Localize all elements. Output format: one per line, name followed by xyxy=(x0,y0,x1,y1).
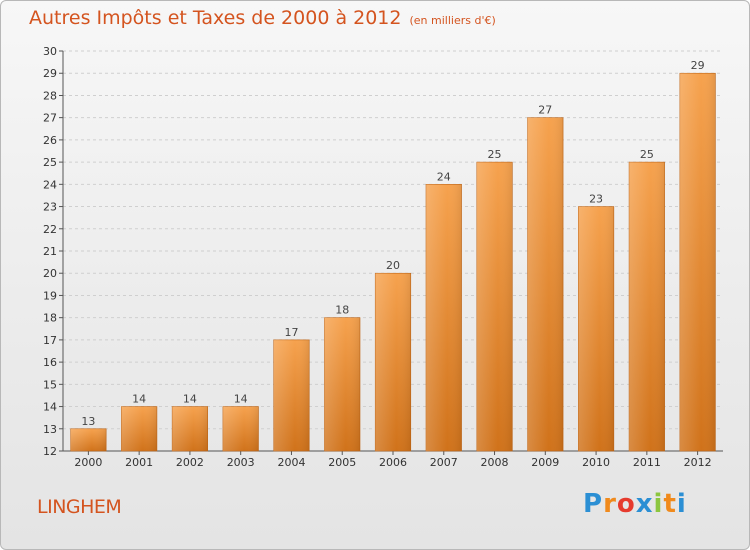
bar-value-label: 17 xyxy=(284,326,298,339)
bar-value-label: 29 xyxy=(691,59,705,72)
bar-shade xyxy=(121,406,157,451)
chart-title-text: Autres Impôts et Taxes de 2000 à 2012 xyxy=(29,7,402,29)
y-tick-label: 18 xyxy=(43,312,57,325)
y-tick-label: 23 xyxy=(43,201,57,214)
y-tick-label: 21 xyxy=(43,245,57,258)
x-tick-label: 2011 xyxy=(633,456,661,469)
y-tick-label: 13 xyxy=(43,423,57,436)
y-tick-label: 20 xyxy=(43,267,57,280)
y-tick-label: 24 xyxy=(43,178,57,191)
y-tick-label: 15 xyxy=(43,378,57,391)
y-tick-label: 12 xyxy=(43,445,57,458)
bar-shade xyxy=(70,428,107,451)
y-tick-label: 26 xyxy=(43,134,57,147)
x-tick-label: 2006 xyxy=(379,456,407,469)
bar-value-label: 20 xyxy=(386,259,400,272)
y-tick-label: 14 xyxy=(43,401,57,414)
x-tick-label: 2005 xyxy=(328,456,356,469)
x-tick-label: 2012 xyxy=(684,456,712,469)
x-tick-label: 2002 xyxy=(176,456,204,469)
y-tick-label: 29 xyxy=(43,67,57,80)
bar-value-label: 14 xyxy=(183,393,197,406)
y-tick-label: 17 xyxy=(43,334,57,347)
bar-value-label: 23 xyxy=(589,193,603,206)
bar-shade xyxy=(476,162,513,451)
commune-name: LINGHEM xyxy=(37,496,122,518)
x-tick-label: 2010 xyxy=(582,456,610,469)
y-tick-label: 16 xyxy=(43,356,57,369)
bar-shade xyxy=(273,339,310,451)
y-tick-label: 22 xyxy=(43,223,57,236)
y-tick-label: 28 xyxy=(43,89,57,102)
bar-value-label: 24 xyxy=(437,170,451,183)
logo-letter: P xyxy=(583,489,604,519)
bar-value-label: 14 xyxy=(234,393,248,406)
logo-letter: i xyxy=(676,489,687,519)
logo-letter: x xyxy=(635,489,654,519)
x-tick-label: 2008 xyxy=(481,456,509,469)
bar-shade xyxy=(679,73,716,451)
bar-shade xyxy=(629,162,665,451)
proxiti-logo: Proxiti xyxy=(583,489,687,519)
bar-value-label: 14 xyxy=(132,393,146,406)
bar-shade xyxy=(172,406,208,451)
logo-letter: r xyxy=(603,489,617,519)
x-tick-label: 2003 xyxy=(227,456,255,469)
bar-value-label: 13 xyxy=(81,415,95,428)
bar-value-label: 18 xyxy=(335,304,349,317)
bars xyxy=(70,72,716,452)
x-tick-label: 2004 xyxy=(277,456,305,469)
labels: 12 13 14 15 16 17 18 19 20 21 22 23 24 25 26 27 28 29 30 13… xyxy=(43,45,712,469)
bar-shade xyxy=(324,317,360,451)
x-tick-label: 2009 xyxy=(531,456,559,469)
y-tick-label: 25 xyxy=(43,156,57,169)
logo-letter: i xyxy=(653,489,664,519)
bar-value-label: 27 xyxy=(538,104,552,117)
bar-value-label: 25 xyxy=(488,148,502,161)
bar-value-label: 25 xyxy=(640,148,654,161)
logo-letter: o xyxy=(616,489,636,519)
chart-subtitle: (en milliers d'€) xyxy=(409,14,496,27)
bar-shade xyxy=(527,117,564,452)
chart-title: Autres Impôts et Taxes de 2000 à 2012 (en… xyxy=(29,7,496,29)
logo-letter: t xyxy=(663,489,677,519)
bar-shade xyxy=(375,273,411,451)
x-tick-label: 2007 xyxy=(430,456,458,469)
y-tick-label: 30 xyxy=(43,45,57,58)
bar-shade xyxy=(578,206,614,451)
y-tick-label: 27 xyxy=(43,112,57,125)
y-tick-label: 19 xyxy=(43,289,57,302)
bar-shade xyxy=(426,184,462,452)
x-tick-label: 2001 xyxy=(125,456,153,469)
x-tick-label: 2000 xyxy=(74,456,102,469)
bar-shade xyxy=(222,406,259,451)
